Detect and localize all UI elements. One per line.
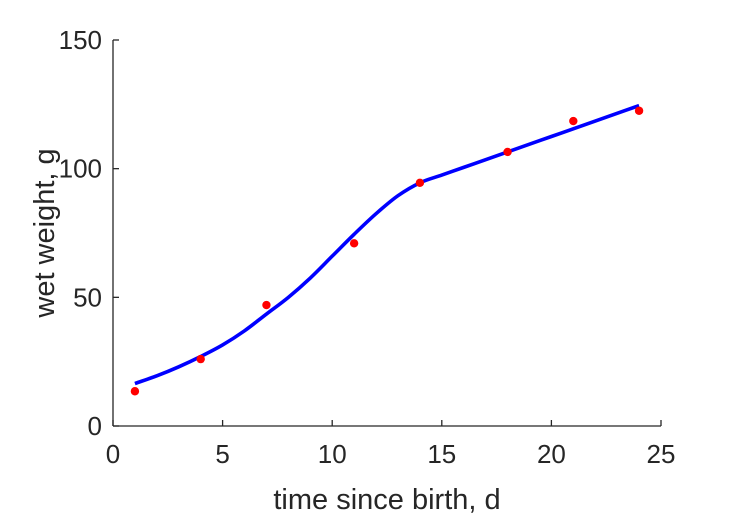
x-axis-ticks: 0 5 10 15 20 25 xyxy=(106,420,676,469)
data-point xyxy=(262,300,271,310)
data-point xyxy=(196,354,205,364)
x-tick-label: 25 xyxy=(647,439,676,469)
plot-area: 0 5 10 15 20 25 0 50 100 150 xyxy=(59,25,676,469)
x-tick-label: 10 xyxy=(318,439,347,469)
data-point xyxy=(415,178,425,188)
y-tick-label: 150 xyxy=(59,25,102,55)
y-axis-label: wet weight, g xyxy=(29,148,61,318)
data-point xyxy=(349,239,359,248)
y-axis-ticks: 0 50 100 150 xyxy=(59,25,119,441)
x-tick-label: 15 xyxy=(427,439,456,469)
fit-curve xyxy=(134,103,640,386)
x-tick-label: 0 xyxy=(106,439,120,469)
x-tick-label: 5 xyxy=(215,439,229,469)
y-tick-label: 100 xyxy=(59,154,102,184)
series-layer xyxy=(130,103,644,396)
data-point xyxy=(503,147,512,157)
data-point xyxy=(569,116,578,126)
data-point xyxy=(634,106,644,115)
x-axis-label: time since birth, d xyxy=(273,484,500,516)
data-point xyxy=(130,387,140,396)
y-tick-label: 50 xyxy=(73,282,102,312)
y-tick-label: 0 xyxy=(88,411,102,441)
x-tick-label: 20 xyxy=(537,439,566,469)
